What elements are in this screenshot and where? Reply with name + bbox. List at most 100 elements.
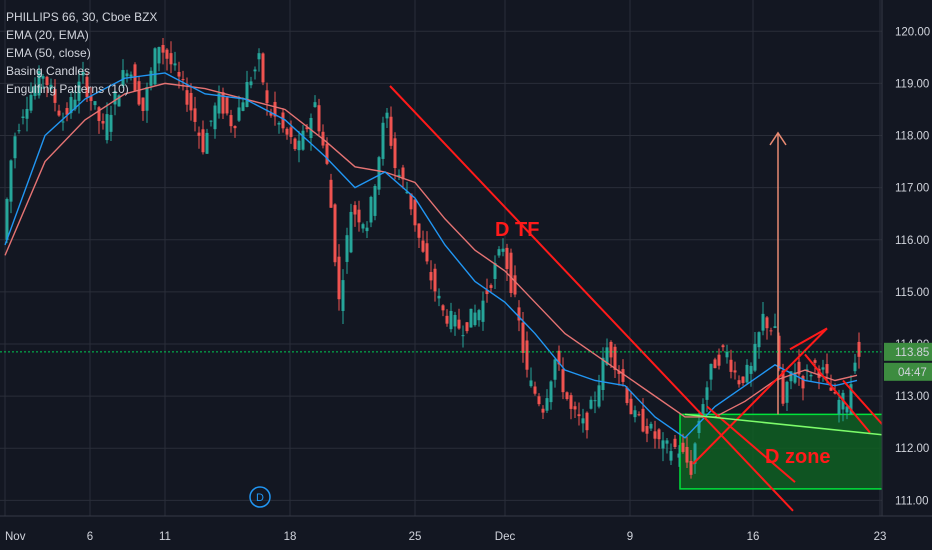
ema20-line <box>4 72 858 439</box>
candle-body <box>145 87 149 111</box>
candle-body <box>413 199 417 226</box>
candle-body <box>241 102 245 111</box>
candle-body <box>533 386 537 394</box>
candle-body <box>37 71 41 96</box>
candle-body <box>525 340 529 370</box>
candle-body <box>249 81 253 86</box>
candle-body <box>257 53 261 60</box>
candle-body <box>389 116 393 146</box>
candle-body <box>781 370 785 404</box>
d-zone-rect <box>679 413 888 490</box>
zone-trend-line <box>684 413 888 436</box>
candle-body <box>837 399 841 415</box>
candle-body <box>761 313 765 331</box>
price-tick-label: 118.00 <box>895 131 929 143</box>
candle-body <box>377 157 381 190</box>
candle-body <box>121 70 125 86</box>
candle-body <box>113 91 117 105</box>
candle-body <box>645 426 649 434</box>
candle-body <box>309 117 313 139</box>
legend-ema20[interactable]: EMA (20, EMA) <box>6 28 89 42</box>
candle-body <box>777 335 781 370</box>
legend-ema50[interactable]: EMA (50, close) <box>6 46 91 60</box>
candle-body <box>81 71 85 76</box>
candle-body <box>557 350 561 365</box>
candle-body <box>105 114 109 141</box>
candle-body <box>357 209 361 223</box>
price-axis[interactable]: 120.00119.00118.00117.00116.00115.00114.… <box>881 0 932 550</box>
candle-body <box>829 387 833 391</box>
candle-body <box>537 396 541 405</box>
candle-body <box>613 346 617 370</box>
candle-body <box>277 122 281 125</box>
candle-body <box>25 108 29 119</box>
candle-body <box>333 204 337 263</box>
candle-body <box>765 317 769 329</box>
candle-body <box>409 193 413 210</box>
dividend-label: D <box>256 492 264 504</box>
time-tick-label: 11 <box>159 531 171 543</box>
candle-body <box>53 89 57 103</box>
countdown-badge <box>884 362 932 381</box>
candle-body <box>21 116 25 119</box>
legend-engulfing[interactable]: Engulfing Patterns (10) <box>6 82 129 96</box>
candle-body <box>297 140 301 151</box>
candle-body <box>325 143 329 164</box>
candle-body <box>185 90 189 105</box>
candle-body <box>365 227 369 232</box>
candle-body <box>293 138 297 150</box>
candle-body <box>821 367 825 370</box>
candle-body <box>217 93 221 114</box>
legend-symbol[interactable]: PHILLIPS 66, 30, Cboe BZX <box>6 10 158 24</box>
time-axis[interactable]: Nov 6 11 18 25 Dec 9 16 23 <box>0 515 932 550</box>
candle-body <box>373 186 377 216</box>
candle-body <box>797 361 801 375</box>
price-tick-label: 113.00 <box>895 391 929 403</box>
candle-body <box>5 199 9 241</box>
candle-body <box>101 121 105 124</box>
candle-body <box>497 249 501 256</box>
candle-body <box>793 372 797 383</box>
time-axis-bg <box>0 516 932 550</box>
candle-body <box>109 114 113 132</box>
candle-body <box>345 235 349 262</box>
candle-body <box>437 295 441 299</box>
candle-body <box>605 347 609 365</box>
candle-body <box>581 418 585 424</box>
candle-body <box>473 312 477 326</box>
candle-body <box>221 92 225 114</box>
candle-body <box>273 101 277 117</box>
pattern-line <box>692 327 828 465</box>
candle-body <box>545 398 549 411</box>
candle-body <box>301 130 305 150</box>
candle-body <box>493 262 497 279</box>
candle-body <box>445 315 449 324</box>
candle-body <box>617 370 621 374</box>
candle-body <box>733 370 737 373</box>
candle-body <box>477 310 481 321</box>
price-tick-label: 120.00 <box>895 26 930 38</box>
candle-body <box>433 268 437 292</box>
candle-body <box>29 94 33 111</box>
candle-body <box>313 102 317 108</box>
candle-body <box>665 440 669 444</box>
candle-body <box>681 442 685 452</box>
candle-body <box>441 305 445 311</box>
candle-body <box>361 224 365 229</box>
price-badges: D <box>249 486 271 508</box>
legend-basing[interactable]: Basing Candles <box>6 64 91 78</box>
candle-body <box>125 73 129 77</box>
d-zone-label: D zone <box>765 446 831 468</box>
candle-body <box>77 81 81 101</box>
candle-body <box>509 252 513 293</box>
time-tick-label: 9 <box>627 531 633 543</box>
last-price-text: 113.85 <box>895 347 929 359</box>
candle-body <box>661 440 665 449</box>
candle-body <box>45 76 49 86</box>
candle-body <box>541 408 545 413</box>
candle-body <box>469 308 473 328</box>
candle-body <box>649 423 653 429</box>
time-tick-label: 23 <box>874 531 887 543</box>
candle-body <box>513 275 517 295</box>
